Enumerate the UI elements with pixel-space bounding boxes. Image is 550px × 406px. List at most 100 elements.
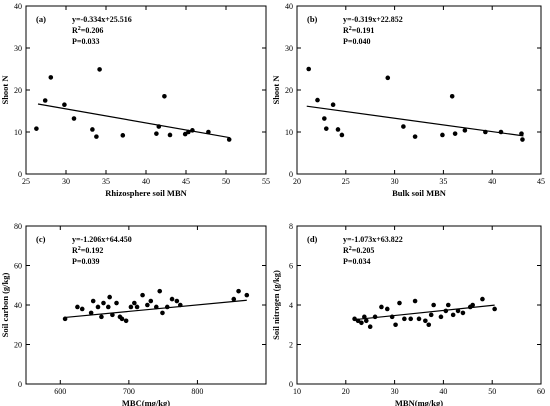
data-point bbox=[154, 131, 159, 136]
data-point bbox=[94, 134, 99, 139]
data-point bbox=[322, 116, 327, 121]
y-tick-label: 6 bbox=[289, 262, 293, 271]
x-axis-label: Rhizosphere soil MBN bbox=[105, 188, 187, 198]
y-tick-label: 40 bbox=[14, 2, 22, 11]
panel-label: (c) bbox=[36, 234, 46, 244]
x-tick-label: 700 bbox=[123, 387, 135, 396]
x-tick-label: 35 bbox=[102, 177, 110, 186]
y-tick-label: 10 bbox=[14, 128, 22, 137]
x-tick-label: 30 bbox=[391, 177, 399, 186]
p-value: P=0.034 bbox=[343, 257, 370, 266]
x-tick-label: 20 bbox=[293, 177, 301, 186]
y-tick-label: 4 bbox=[289, 301, 293, 310]
panel-c: 600 700 800 0 20 40 60 80 MBC(mg/kg) Soil carbon … bbox=[0, 222, 267, 406]
data-point bbox=[397, 300, 402, 306]
data-point bbox=[443, 308, 449, 314]
data-point bbox=[156, 124, 162, 129]
plot-frame bbox=[296, 5, 542, 175]
x-tick-label: 30 bbox=[62, 177, 70, 186]
data-point bbox=[519, 131, 524, 136]
data-point bbox=[412, 298, 418, 304]
data-point bbox=[97, 67, 102, 72]
data-point bbox=[408, 316, 414, 322]
y-tick-label: 20 bbox=[14, 341, 22, 350]
p-value: P=0.040 bbox=[343, 37, 370, 46]
x-tick-label: 800 bbox=[191, 387, 203, 396]
data-point bbox=[306, 66, 312, 72]
data-point bbox=[428, 312, 434, 318]
data-point bbox=[190, 128, 195, 133]
data-point bbox=[402, 316, 407, 322]
regression-equation: y=-1.206x+64.450 bbox=[72, 235, 132, 244]
r-squared: R2=0.206 bbox=[72, 26, 103, 35]
data-point bbox=[169, 296, 175, 302]
data-point bbox=[449, 94, 455, 99]
data-point bbox=[367, 324, 373, 330]
x-tick-label: 25 bbox=[22, 177, 30, 186]
data-point bbox=[123, 318, 129, 324]
data-point bbox=[114, 300, 119, 306]
x-tick-label: 50 bbox=[488, 387, 496, 396]
x-tick-label: 55 bbox=[262, 177, 270, 186]
data-point bbox=[148, 298, 154, 304]
panel-d: 10 20 30 40 50 60 0 2 4 6 8 MBN(mg/kg) Soil nitrogen… bbox=[271, 222, 545, 406]
data-point bbox=[520, 137, 525, 142]
data-point bbox=[438, 314, 444, 320]
data-point bbox=[323, 126, 329, 131]
regression-equation: y=-0.319x+22.852 bbox=[343, 15, 403, 24]
data-point bbox=[315, 97, 320, 103]
data-point bbox=[462, 128, 468, 133]
plot-frame bbox=[25, 5, 267, 175]
y-tick-label: 80 bbox=[14, 222, 22, 231]
x-tick-label: 35 bbox=[439, 177, 447, 186]
data-point bbox=[330, 102, 336, 107]
data-point bbox=[385, 75, 391, 81]
y-tick-label: 0 bbox=[18, 170, 22, 179]
data-point bbox=[372, 314, 378, 320]
x-tick-label: 50 bbox=[222, 177, 230, 186]
x-axis-label: MBN(mg/kg) bbox=[395, 398, 443, 406]
regression-equation: y=-1.073x+63.822 bbox=[343, 235, 403, 244]
x-tick-label: 45 bbox=[537, 177, 545, 186]
y-tick-label: 20 bbox=[285, 86, 293, 95]
data-point bbox=[110, 312, 115, 318]
y-tick-label: 60 bbox=[14, 262, 22, 271]
data-point bbox=[450, 312, 456, 318]
x-tick-label: 25 bbox=[342, 177, 350, 186]
y-tick-label: 30 bbox=[14, 44, 22, 53]
y-tick-label: 0 bbox=[289, 380, 293, 389]
panel-label: (b) bbox=[307, 14, 318, 24]
data-point bbox=[483, 129, 488, 135]
p-value: P=0.039 bbox=[72, 257, 99, 266]
data-point bbox=[470, 302, 475, 308]
data-point bbox=[426, 322, 432, 328]
data-point bbox=[132, 300, 137, 306]
y-axis-label: Soil nitrogen (g/kg) bbox=[271, 270, 281, 340]
trend-line bbox=[306, 105, 524, 137]
data-point bbox=[42, 98, 48, 103]
panel-label: (a) bbox=[36, 14, 46, 24]
data-point bbox=[393, 322, 398, 328]
data-point bbox=[355, 318, 361, 324]
data-point bbox=[48, 75, 54, 80]
data-point bbox=[162, 94, 167, 99]
y-axis-label: Shoot N bbox=[0, 75, 10, 105]
data-point bbox=[75, 304, 80, 310]
data-point bbox=[71, 116, 77, 121]
x-tick-label: 40 bbox=[439, 387, 447, 396]
data-point bbox=[416, 316, 422, 322]
data-point bbox=[95, 304, 101, 310]
y-tick-label: 30 bbox=[285, 44, 293, 53]
data-point bbox=[62, 316, 68, 322]
x-tick-label: 45 bbox=[182, 177, 190, 186]
data-point bbox=[362, 314, 367, 320]
data-point bbox=[34, 126, 39, 131]
x-tick-label: 40 bbox=[142, 177, 150, 186]
data-point bbox=[119, 316, 125, 322]
data-point bbox=[128, 304, 134, 310]
y-tick-label: 0 bbox=[18, 380, 22, 389]
y-tick-label: 40 bbox=[14, 301, 22, 310]
data-point bbox=[90, 298, 96, 304]
panel-a: 25 30 35 40 45 50 55 0 10 20 30 40 Rhizosphere soil … bbox=[0, 2, 270, 198]
data-point bbox=[140, 292, 145, 298]
